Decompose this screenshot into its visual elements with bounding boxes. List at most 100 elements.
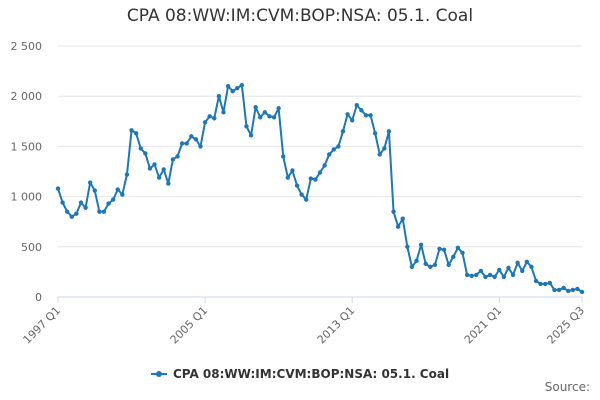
- data-point[interactable]: [575, 286, 580, 292]
- data-point[interactable]: [281, 154, 286, 159]
- data-point[interactable]: [510, 272, 516, 278]
- data-point[interactable]: [446, 262, 451, 268]
- data-point[interactable]: [520, 268, 525, 274]
- data-point[interactable]: [400, 216, 405, 221]
- data-point[interactable]: [372, 131, 378, 136]
- data-point[interactable]: [478, 268, 484, 274]
- data-point[interactable]: [538, 281, 543, 287]
- data-point[interactable]: [561, 285, 566, 291]
- data-point[interactable]: [212, 116, 217, 121]
- data-point[interactable]: [322, 163, 327, 168]
- data-point[interactable]: [290, 168, 295, 173]
- data-point[interactable]: [391, 209, 396, 214]
- data-point[interactable]: [566, 288, 571, 294]
- data-point[interactable]: [101, 209, 107, 214]
- data-point[interactable]: [55, 186, 61, 191]
- data-point[interactable]: [262, 110, 268, 115]
- data-point[interactable]: [483, 274, 488, 280]
- data-point[interactable]: [198, 144, 203, 149]
- data-point[interactable]: [143, 151, 148, 156]
- data-point[interactable]: [120, 192, 125, 197]
- data-point[interactable]: [418, 242, 424, 247]
- data-point[interactable]: [377, 152, 382, 157]
- data-point[interactable]: [235, 85, 240, 91]
- data-point[interactable]: [170, 157, 176, 162]
- data-point[interactable]: [497, 267, 502, 273]
- legend-item[interactable]: CPA 08:WW:IM:CVM:BOP:NSA: 05.1. Coal: [150, 367, 449, 381]
- data-point[interactable]: [129, 128, 134, 133]
- data-point[interactable]: [506, 265, 511, 271]
- data-point[interactable]: [166, 181, 171, 186]
- data-point[interactable]: [501, 274, 507, 280]
- data-point[interactable]: [428, 264, 433, 270]
- data-point[interactable]: [294, 183, 300, 188]
- data-point[interactable]: [60, 200, 65, 205]
- data-point[interactable]: [248, 133, 254, 138]
- data-point[interactable]: [69, 214, 74, 219]
- data-point[interactable]: [363, 113, 369, 118]
- data-point[interactable]: [474, 272, 479, 278]
- data-point[interactable]: [92, 188, 97, 193]
- data-point[interactable]: [464, 272, 470, 278]
- data-point[interactable]: [345, 112, 350, 117]
- data-point[interactable]: [189, 134, 194, 139]
- data-point[interactable]: [382, 146, 387, 151]
- data-point[interactable]: [441, 247, 447, 253]
- data-point[interactable]: [64, 209, 70, 214]
- data-point[interactable]: [340, 129, 346, 134]
- data-point[interactable]: [552, 287, 557, 293]
- data-point[interactable]: [258, 115, 263, 120]
- data-point[interactable]: [179, 141, 185, 146]
- data-point[interactable]: [253, 105, 258, 110]
- data-point[interactable]: [216, 94, 222, 99]
- data-point[interactable]: [133, 131, 139, 136]
- data-point[interactable]: [156, 175, 162, 180]
- data-point[interactable]: [336, 144, 341, 149]
- data-point[interactable]: [115, 187, 120, 192]
- data-point[interactable]: [570, 287, 576, 293]
- data-point[interactable]: [74, 211, 79, 216]
- data-point[interactable]: [161, 167, 166, 172]
- data-point[interactable]: [83, 205, 88, 210]
- data-point[interactable]: [276, 106, 281, 111]
- data-point[interactable]: [414, 258, 419, 264]
- data-point[interactable]: [221, 110, 226, 115]
- data-point[interactable]: [110, 197, 116, 202]
- data-point[interactable]: [524, 259, 530, 265]
- data-point[interactable]: [579, 289, 585, 295]
- data-point[interactable]: [529, 264, 534, 270]
- data-point[interactable]: [359, 108, 364, 113]
- data-point[interactable]: [349, 118, 355, 123]
- data-point[interactable]: [354, 103, 359, 108]
- data-point[interactable]: [317, 170, 323, 175]
- data-point[interactable]: [533, 278, 539, 284]
- data-point[interactable]: [423, 261, 428, 267]
- data-point[interactable]: [460, 250, 465, 256]
- data-point[interactable]: [184, 141, 189, 146]
- data-point[interactable]: [451, 254, 456, 260]
- data-point[interactable]: [299, 192, 304, 197]
- data-point[interactable]: [193, 137, 199, 142]
- data-point[interactable]: [124, 172, 130, 177]
- data-point[interactable]: [395, 224, 401, 229]
- data-point[interactable]: [78, 200, 84, 205]
- data-point[interactable]: [87, 180, 93, 185]
- data-point[interactable]: [368, 113, 373, 118]
- data-point[interactable]: [285, 175, 291, 180]
- data-point[interactable]: [492, 274, 497, 280]
- data-point[interactable]: [152, 162, 157, 167]
- data-point[interactable]: [432, 262, 438, 268]
- data-point[interactable]: [267, 114, 272, 119]
- data-point[interactable]: [409, 264, 415, 270]
- data-point[interactable]: [331, 147, 336, 152]
- data-point[interactable]: [97, 209, 102, 214]
- data-point[interactable]: [455, 245, 461, 251]
- data-point[interactable]: [437, 246, 442, 252]
- data-point[interactable]: [239, 82, 245, 88]
- data-point[interactable]: [207, 114, 212, 119]
- data-point[interactable]: [556, 287, 562, 293]
- data-point[interactable]: [326, 152, 332, 157]
- data-point[interactable]: [308, 176, 314, 181]
- data-point[interactable]: [405, 244, 410, 249]
- data-point[interactable]: [515, 260, 520, 266]
